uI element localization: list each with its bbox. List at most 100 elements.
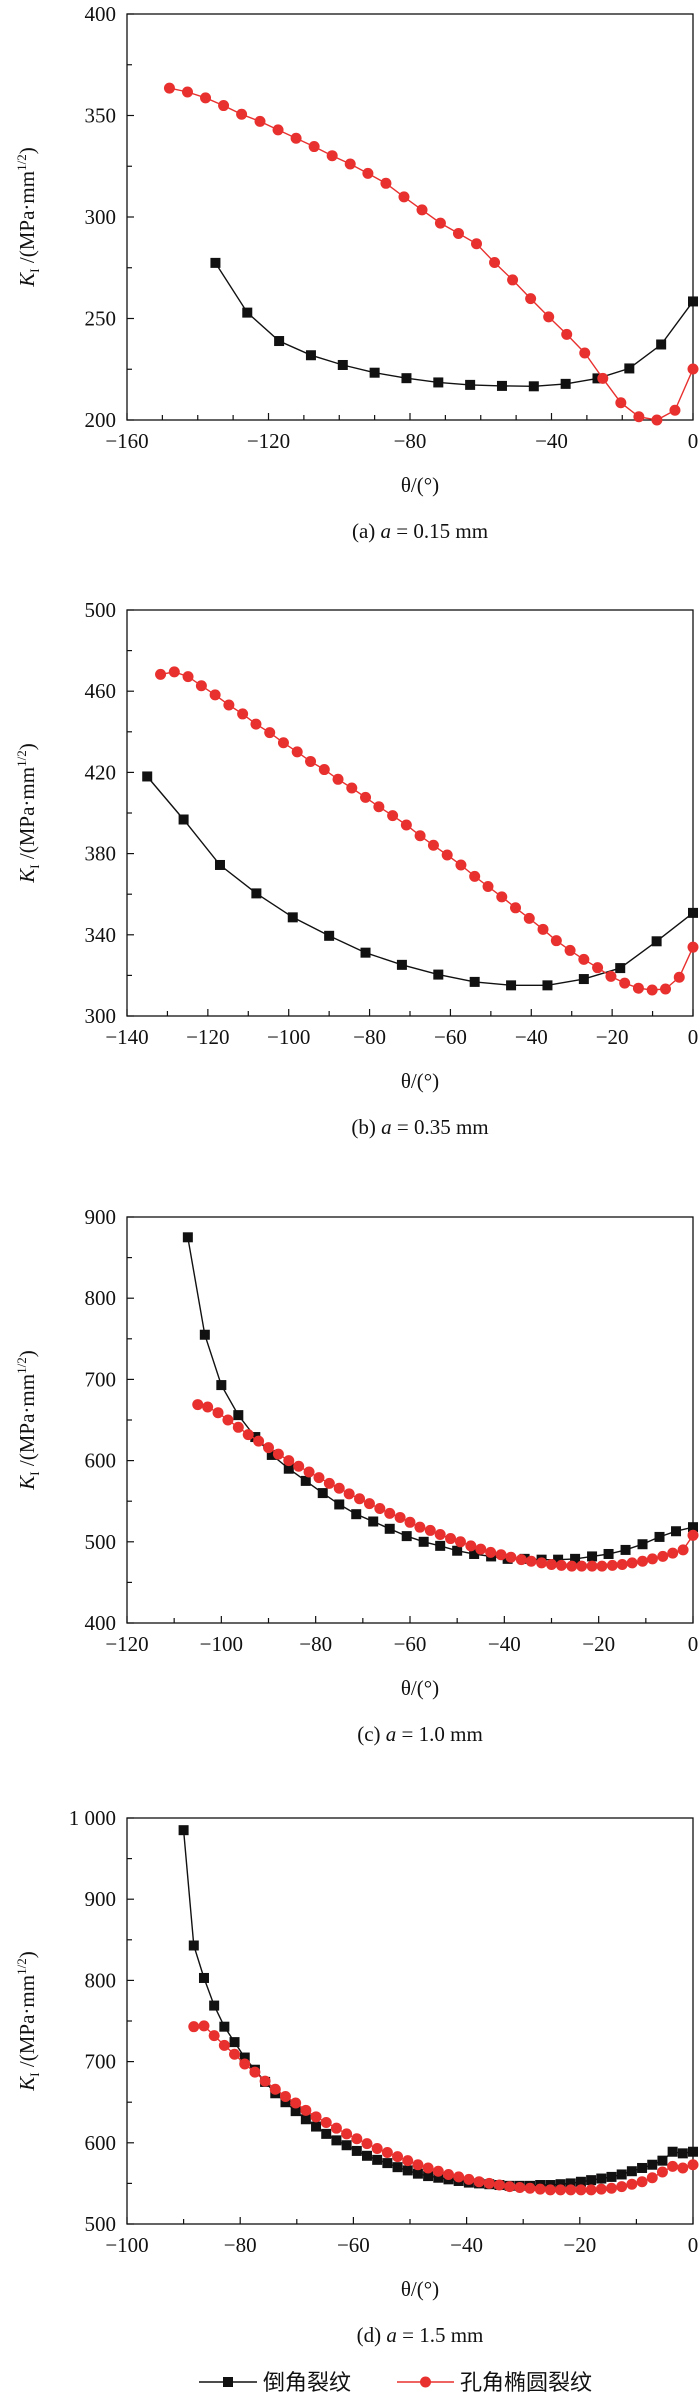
y-label-close: )	[15, 147, 39, 154]
data-point-circle	[455, 859, 467, 871]
data-point-square	[656, 339, 667, 350]
x-tick-label: 0	[688, 1025, 699, 1049]
data-point-circle	[237, 708, 249, 720]
data-point-circle	[394, 1511, 406, 1523]
y-tick-label: 800	[85, 1968, 117, 1992]
data-point-circle	[374, 1503, 386, 1515]
y-label-k: K	[15, 868, 39, 884]
x-tick-label: −80	[353, 1025, 386, 1049]
data-point-square	[624, 363, 635, 374]
data-point-square	[334, 1499, 345, 1510]
data-point-circle	[290, 2097, 302, 2109]
y-label-sub: I	[27, 864, 42, 868]
data-point-square	[251, 888, 262, 899]
data-point-square	[647, 2159, 658, 2170]
y-axis-label: KI /(MPa·mm1/2)	[14, 1350, 42, 1490]
data-point-square	[219, 2021, 230, 2032]
y-tick-label: 400	[85, 1611, 117, 1635]
data-point-square	[688, 907, 698, 918]
data-point-circle	[163, 82, 175, 94]
data-point-square	[402, 2165, 413, 2176]
data-point-circle	[223, 699, 235, 711]
series-chamfer-crack	[178, 1825, 698, 2191]
y-tick-label: 300	[85, 1004, 117, 1028]
data-point-circle	[249, 2066, 261, 2078]
data-point-square	[372, 2154, 383, 2165]
data-point-circle	[300, 2104, 312, 2116]
data-point-circle	[414, 1521, 426, 1533]
caption-var: a	[381, 519, 392, 543]
data-point-square	[280, 2097, 291, 2108]
data-point-circle	[427, 839, 439, 851]
data-point-square	[361, 2150, 372, 2161]
data-point-circle	[354, 1493, 366, 1505]
y-label-unit: /(MPa·mm	[15, 767, 39, 864]
y-axis-label: KI /(MPa·mm1/2)	[14, 147, 42, 287]
data-point-circle	[585, 2184, 597, 2196]
y-tick-label: 700	[85, 1367, 117, 1391]
data-point-circle	[543, 311, 555, 323]
data-point-circle	[485, 1546, 497, 1558]
y-tick-label: 900	[85, 1887, 117, 1911]
data-point-circle	[380, 177, 392, 189]
data-point-circle	[202, 1401, 214, 1413]
data-point-circle	[371, 2142, 383, 2154]
data-point-square	[418, 1536, 429, 1547]
data-point-square	[469, 976, 480, 987]
data-point-circle	[384, 1507, 396, 1519]
legend-label: 孔角椭圆裂纹	[460, 2371, 592, 2396]
data-point-circle	[363, 1498, 375, 1510]
data-point-circle	[232, 1421, 244, 1433]
data-point-circle	[525, 293, 537, 305]
x-tick-label: −60	[337, 2233, 370, 2257]
data-point-circle	[188, 2021, 200, 2033]
series-hole-ellipse-crack	[188, 2020, 699, 2196]
data-point-square	[528, 381, 539, 392]
data-point-square	[542, 980, 553, 991]
data-point-circle	[346, 782, 358, 794]
data-point-square	[616, 2169, 627, 2180]
data-point-circle	[637, 1555, 649, 1567]
data-point-circle	[514, 2181, 526, 2193]
x-tick-label: −20	[582, 1632, 615, 1656]
data-point-circle	[222, 1414, 234, 1426]
data-point-square	[596, 2173, 607, 2184]
data-point-square	[188, 1940, 199, 1951]
data-point-circle	[242, 1429, 254, 1441]
data-point-circle	[392, 2151, 404, 2163]
x-tick-label: −100	[105, 2233, 148, 2257]
data-point-square	[651, 936, 662, 947]
data-point-square	[274, 336, 285, 347]
data-point-circle	[687, 1529, 699, 1541]
y-axis-label: KI /(MPa·mm1/2)	[14, 743, 42, 883]
x-tick-label: −140	[105, 1025, 148, 1049]
data-point-circle	[434, 217, 446, 229]
data-point-circle	[578, 953, 590, 965]
data-point-circle	[182, 671, 194, 683]
data-point-circle	[632, 982, 644, 994]
data-point-circle	[402, 2155, 414, 2167]
data-point-square	[233, 1410, 244, 1421]
data-point-circle	[320, 2117, 332, 2128]
data-point-circle	[326, 150, 338, 162]
data-point-circle	[332, 773, 344, 785]
data-point-square	[305, 350, 316, 361]
data-point-circle	[656, 2166, 668, 2178]
y-tick-label: 340	[85, 923, 117, 947]
data-point-circle	[351, 2133, 363, 2145]
data-point-circle	[239, 2058, 251, 2070]
data-point-square	[369, 367, 380, 378]
y-tick-label: 500	[85, 598, 117, 622]
data-point-square	[657, 2155, 668, 2166]
x-tick-label: −80	[394, 429, 427, 453]
series-hole-ellipse-crack	[192, 1399, 699, 1572]
caption-suffix: = 1.0 mm	[396, 1722, 483, 1746]
data-point-square	[290, 2106, 301, 2117]
data-point-circle	[192, 1399, 204, 1411]
data-point-circle	[475, 1543, 487, 1555]
data-point-circle	[291, 746, 303, 758]
data-point-circle	[308, 141, 320, 153]
data-point-circle	[677, 2162, 689, 2174]
data-point-square	[465, 379, 476, 390]
data-point-circle	[181, 86, 193, 98]
